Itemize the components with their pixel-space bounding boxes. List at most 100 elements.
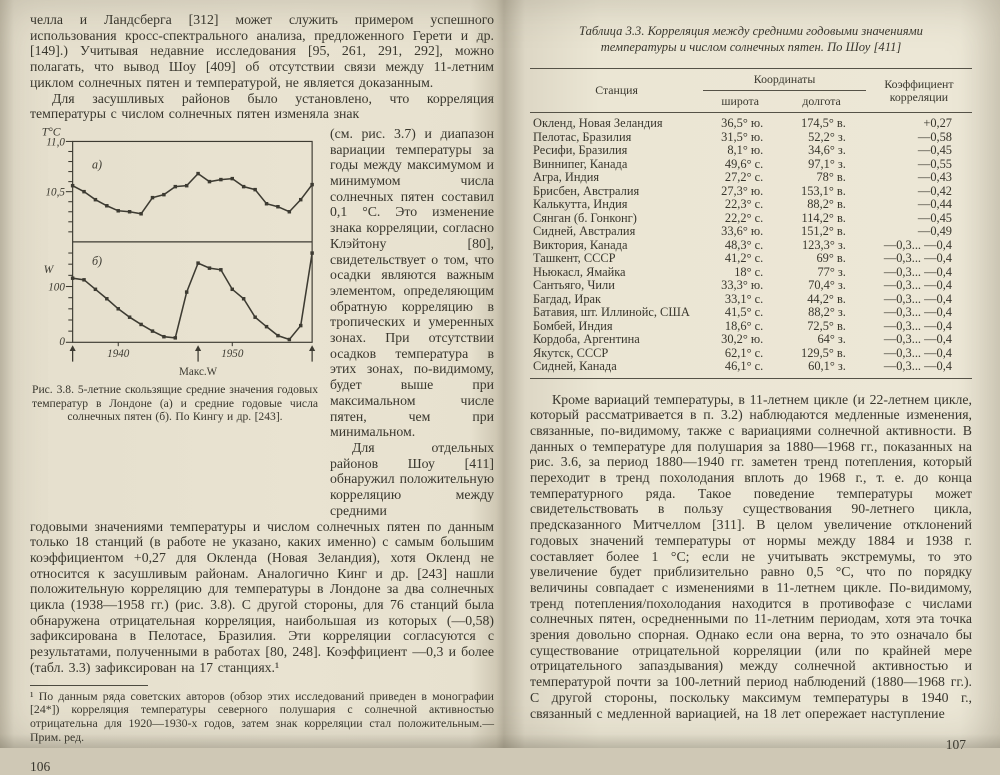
cell-lat: 46,1° с. xyxy=(724,359,764,373)
cell-lat: 41,2° с. xyxy=(724,251,764,265)
table-row: Сидней, Австралия 33,6° ю. 151,2° в. —0,49 xyxy=(530,224,972,239)
cell-lat: 18° с. xyxy=(734,264,764,279)
cell-station: Сидней, Австралия xyxy=(533,224,636,238)
cell-lon: 114,2° в. xyxy=(801,210,846,225)
table-row: Сянган (б. Гонконг) 22,2° с. 114,2° в. —0,4… xyxy=(530,210,972,226)
table-row: Ташкент, СССР 41,2° с. 69° в. —0,3... —0,4 xyxy=(530,251,972,266)
cell-coef: —0,3... —0,4 xyxy=(883,251,952,265)
cell-lat: 27,3° ю. xyxy=(721,183,764,198)
cell-station: Ресифи, Бразилия xyxy=(533,143,628,157)
cell-lon: 78° в. xyxy=(816,170,846,184)
table-title: Таблица 3.3. Корреляция между средними г… xyxy=(579,24,923,54)
table-row: Брисбен, Австралия 27,3° ю. 153,1° в. —0,42 xyxy=(530,183,972,199)
table-row: Сантьяго, Чили 33,3° ю. 70,4° з. —0,3... —0… xyxy=(530,278,972,293)
footnote: ¹ По данным ряда советских авторов (обзо… xyxy=(30,688,494,744)
cell-station: Агра, Индия xyxy=(533,170,600,184)
svg-text:а): а) xyxy=(92,157,102,171)
table-row: Багдад, Ирак 33,1° с. 44,2° в. —0,3... —0,4 xyxy=(530,291,972,307)
column-header-station: Станция xyxy=(530,68,704,113)
cell-lat: 33,6° ю. xyxy=(721,224,764,238)
paragraph-cross-spectral: челла и Ландсберга [312] может служить п… xyxy=(30,12,494,90)
cell-station: Батавия, шт. Иллинойс, США xyxy=(533,305,690,319)
cell-coef: —0,49 xyxy=(917,224,952,238)
cell-lat: 8,1° ю. xyxy=(727,143,764,157)
page-number-left: 106 xyxy=(30,758,51,774)
table-header: Станция Координаты Коэффициент корреляци… xyxy=(530,68,972,113)
table-row: Агра, Индия 27,2° с. 78° в. —0,43 xyxy=(530,170,972,185)
cell-lon: 34,6° з. xyxy=(808,143,846,157)
svg-text:T°C: T°C xyxy=(42,126,61,139)
cell-lat: 33,1° с. xyxy=(724,291,764,306)
cell-lon: 88,2° з. xyxy=(808,305,846,319)
cell-coef: —0,44 xyxy=(917,197,952,211)
station-table-body: Окленд, Новая Зеландия 36,5° ю. 174,5° в. +… xyxy=(530,113,972,379)
cell-station: Калькутта, Индия xyxy=(533,197,628,211)
svg-text:1950: 1950 xyxy=(221,348,244,360)
cell-coef: —0,3... —0,4 xyxy=(883,278,952,292)
paragraph-rainfall-correlation: (см. рис. 3.7) и диапазон вариации темпе… xyxy=(330,125,494,440)
cell-station: Ташкент, СССР xyxy=(533,251,616,265)
cell-lat: 27,2° с. xyxy=(724,170,764,184)
cell-coef: —0,45 xyxy=(917,143,952,157)
column-header-coordinates: Координаты xyxy=(703,68,866,91)
cell-station: Сантьяго, Чили xyxy=(533,278,615,292)
cell-coef: —0,3... —0,4 xyxy=(883,345,952,360)
cell-station: Кордоба, Аргентина xyxy=(533,332,640,346)
cell-station: Виктория, Канада xyxy=(533,237,628,252)
paragraph-station-correlations: годовыми значениями температуры и числом… xyxy=(30,518,494,675)
svg-text:11,0: 11,0 xyxy=(46,136,65,148)
figure-caption: Рис. 3.8. 5-летние скользящие средние зн… xyxy=(32,382,318,424)
cell-lat: 22,3° с. xyxy=(724,197,764,211)
svg-text:10,5: 10,5 xyxy=(45,186,65,198)
cell-lat: 62,1° с. xyxy=(724,345,764,360)
cell-lon: 70,4° з. xyxy=(808,278,846,292)
cell-lat: 30,2° ю. xyxy=(721,332,764,346)
table-row: Батавия, шт. Иллинойс, США 41,5° с. 88,2° … xyxy=(530,305,972,320)
cell-lat: 49,6° с. xyxy=(724,156,764,171)
column-header-coefficient: Коэффициент корреляции xyxy=(865,68,972,113)
cell-station: Пелотас, Бразилия xyxy=(533,129,632,144)
svg-text:б): б) xyxy=(92,254,102,268)
correlation-table: Станция Координаты Коэффициент корреляци… xyxy=(530,68,972,379)
cell-lat: 48,3° с. xyxy=(724,237,764,252)
cell-coef: —0,3... —0,4 xyxy=(883,332,952,346)
table-row: Виннипег, Канада 49,6° с. 97,1° з. —0,55 xyxy=(530,156,972,172)
column-header-longitude: долгота xyxy=(777,90,866,113)
table-row: Виктория, Канада 48,3° с. 123,3° з. —0,3...… xyxy=(530,237,972,253)
cell-coef: —0,42 xyxy=(917,183,952,198)
cell-lon: 52,2° з. xyxy=(808,129,846,144)
cell-coef: —0,3... —0,4 xyxy=(883,318,952,333)
cell-station: Ньюкасл, Ямайка xyxy=(533,264,626,279)
table-row: Бомбей, Индия 18,6° с. 72,5° в. —0,3... —0,… xyxy=(530,318,972,334)
cell-coef: —0,45 xyxy=(917,210,952,225)
svg-text:0: 0 xyxy=(59,336,65,348)
cell-station: Багдад, Ирак xyxy=(533,291,602,306)
cell-lon: 72,5° в. xyxy=(807,318,846,333)
table-row: Кордоба, Аргентина 30,2° ю. 64° з. —0,3... … xyxy=(530,332,972,347)
table-row: Пелотас, Бразилия 31,5° ю. 52,2° з. —0,58 xyxy=(530,129,972,145)
cell-lon: 64° з. xyxy=(817,332,846,346)
cell-coef: —0,3... —0,4 xyxy=(883,359,952,373)
cell-lon: 69° в. xyxy=(816,251,846,265)
left-page: челла и Ландсберга [312] может служить п… xyxy=(30,12,494,775)
cell-lon: 123,3° з. xyxy=(801,237,846,252)
cell-lat: 41,5° с. xyxy=(724,305,764,319)
cell-coef: —0,55 xyxy=(917,156,952,171)
cell-station: Окленд, Новая Зеландия xyxy=(533,116,663,130)
table-row: Сидней, Канада 46,1° с. 60,1° з. —0,3... —0… xyxy=(530,359,972,378)
cell-coef: —0,3... —0,4 xyxy=(883,291,952,306)
page-number-right: 107 xyxy=(945,737,966,753)
cell-station: Якутск, СССР xyxy=(533,345,609,360)
cell-lon: 151,2° в. xyxy=(801,224,846,238)
table-row: Якутск, СССР 62,1° с. 129,5° в. —0,3... —0,… xyxy=(530,345,972,361)
cell-lon: 153,1° в. xyxy=(801,183,846,198)
cell-lon: 44,2° в. xyxy=(807,291,846,306)
footnote-rule xyxy=(30,684,148,686)
cell-station: Сянган (б. Гонконг) xyxy=(533,210,637,225)
cell-coef: —0,58 xyxy=(917,129,952,144)
column-header-latitude: широта xyxy=(703,90,778,113)
cell-lat: 18,6° с. xyxy=(724,318,764,333)
